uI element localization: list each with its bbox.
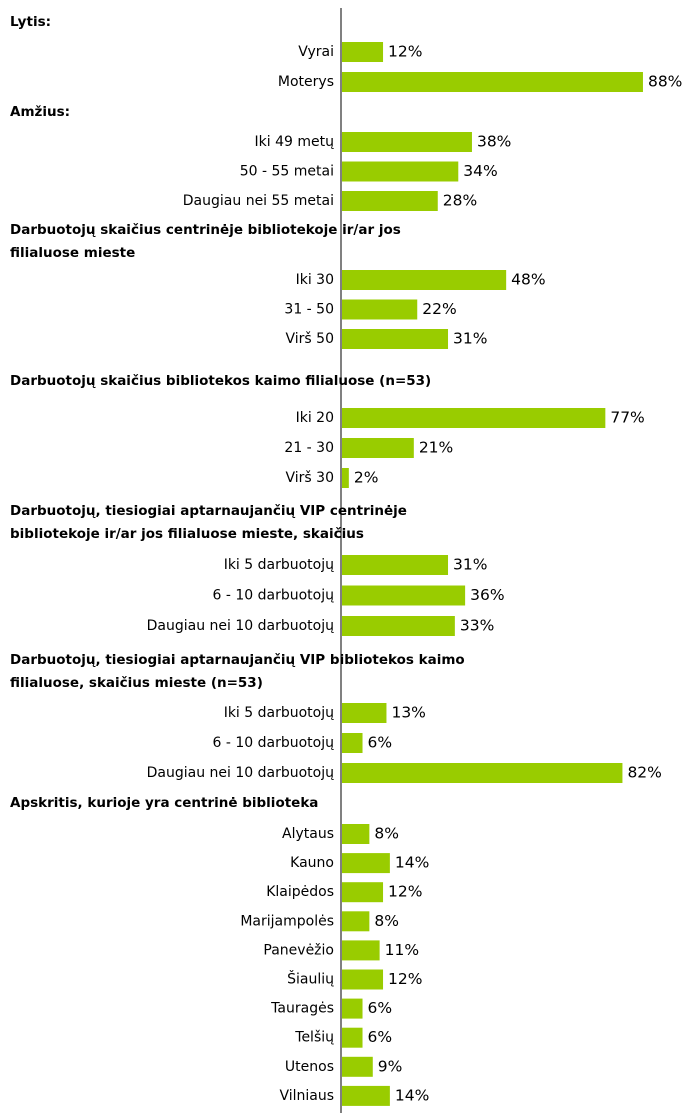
category-label: Virš 50 xyxy=(286,331,334,347)
bar xyxy=(342,733,363,753)
value-label: 22% xyxy=(422,300,456,318)
category-label: 31 - 50 xyxy=(284,302,334,318)
bar xyxy=(342,329,449,349)
category-label: Iki 5 darbuotojų xyxy=(224,557,334,573)
value-label: 21% xyxy=(419,439,453,457)
bar xyxy=(342,882,384,903)
category-label: Alytaus xyxy=(282,826,334,842)
group-title: Lytis: xyxy=(10,14,51,30)
bar xyxy=(342,270,507,290)
group-title: Amžius: xyxy=(10,104,70,120)
category-label: 6 - 10 darbuotojų xyxy=(213,735,335,751)
bar xyxy=(342,763,623,783)
value-label: 12% xyxy=(388,883,422,901)
bar xyxy=(342,853,390,874)
value-label: 6% xyxy=(368,1028,393,1046)
group-title: Darbuotojų skaičius centrinėje bibliotek… xyxy=(10,222,401,238)
category-label: Virš 30 xyxy=(286,470,334,486)
bar xyxy=(342,1085,390,1106)
category-label: Iki 5 darbuotojų xyxy=(224,705,334,721)
bar xyxy=(342,969,384,990)
value-label: 12% xyxy=(388,970,422,988)
bar xyxy=(342,191,438,211)
value-label: 12% xyxy=(388,43,422,61)
group-title: Darbuotojų, tiesiogiai aptarnaujančių VI… xyxy=(10,652,465,668)
category-label: Moterys xyxy=(278,74,334,90)
category-label: Daugiau nei 10 darbuotojų xyxy=(147,765,334,781)
bar xyxy=(342,555,449,575)
category-label: Klaipėdos xyxy=(266,884,334,900)
bar xyxy=(342,1027,363,1048)
value-label: 33% xyxy=(460,617,494,635)
value-label: 8% xyxy=(374,912,399,930)
bar xyxy=(342,703,387,723)
value-label: 2% xyxy=(354,469,379,487)
value-label: 6% xyxy=(368,734,393,752)
category-label: Daugiau nei 10 darbuotojų xyxy=(147,618,334,634)
value-label: 34% xyxy=(463,162,497,180)
bar xyxy=(342,911,370,932)
bar xyxy=(342,438,414,458)
category-label: Panevėžio xyxy=(263,942,334,958)
category-label: 21 - 30 xyxy=(284,440,334,456)
value-label: 13% xyxy=(391,704,425,722)
bar xyxy=(342,998,363,1019)
bar xyxy=(342,72,643,92)
group-title: Apskritis, kurioje yra centrinė bibliote… xyxy=(10,795,318,811)
value-label: 8% xyxy=(374,825,399,843)
value-label: 14% xyxy=(395,854,429,872)
bar xyxy=(342,824,370,844)
category-label: 50 - 55 metai xyxy=(240,164,334,180)
category-label: Tauragės xyxy=(270,1001,334,1017)
group-title: filialuose mieste xyxy=(10,245,135,261)
category-label: Telšių xyxy=(294,1030,334,1046)
category-label: Kauno xyxy=(290,855,334,871)
group-title: Darbuotojų, tiesiogiai aptarnaujančių VI… xyxy=(10,503,407,519)
value-label: 38% xyxy=(477,133,511,151)
bar xyxy=(342,161,459,182)
value-label: 31% xyxy=(453,556,487,574)
bar xyxy=(342,132,472,152)
bar xyxy=(342,1056,373,1077)
bar xyxy=(342,940,380,961)
value-label: 88% xyxy=(648,73,682,91)
value-label: 31% xyxy=(453,330,487,348)
category-label: Vyrai xyxy=(298,44,334,60)
value-label: 11% xyxy=(385,941,419,959)
value-label: 6% xyxy=(368,999,393,1017)
category-label: Marijampolės xyxy=(240,913,334,929)
value-label: 82% xyxy=(627,764,661,782)
bar xyxy=(342,585,466,606)
category-label: Iki 49 metų xyxy=(255,134,335,150)
bar xyxy=(342,299,418,320)
bar xyxy=(342,468,349,488)
value-label: 36% xyxy=(470,586,504,604)
value-label: 14% xyxy=(395,1086,429,1104)
value-label: 9% xyxy=(378,1057,403,1075)
group-title: bibliotekoje ir/ar jos filialuose mieste… xyxy=(10,526,364,542)
category-label: Iki 20 xyxy=(296,410,334,426)
category-label: 6 - 10 darbuotojų xyxy=(213,588,335,604)
category-label: Iki 30 xyxy=(296,272,334,288)
group-title: filialuose, skaičius mieste (n=53) xyxy=(10,675,263,691)
value-label: 48% xyxy=(511,271,545,289)
value-label: 77% xyxy=(610,409,644,427)
bar xyxy=(342,408,606,428)
value-label: 28% xyxy=(443,192,477,210)
category-label: Daugiau nei 55 metai xyxy=(183,193,334,209)
bar xyxy=(342,616,455,636)
category-label: Utenos xyxy=(285,1059,334,1075)
group-title: Darbuotojų skaičius bibliotekos kaimo fi… xyxy=(10,373,431,389)
category-label: Vilniaus xyxy=(279,1088,334,1104)
bar xyxy=(342,42,384,62)
category-label: Šiaulių xyxy=(287,970,334,988)
